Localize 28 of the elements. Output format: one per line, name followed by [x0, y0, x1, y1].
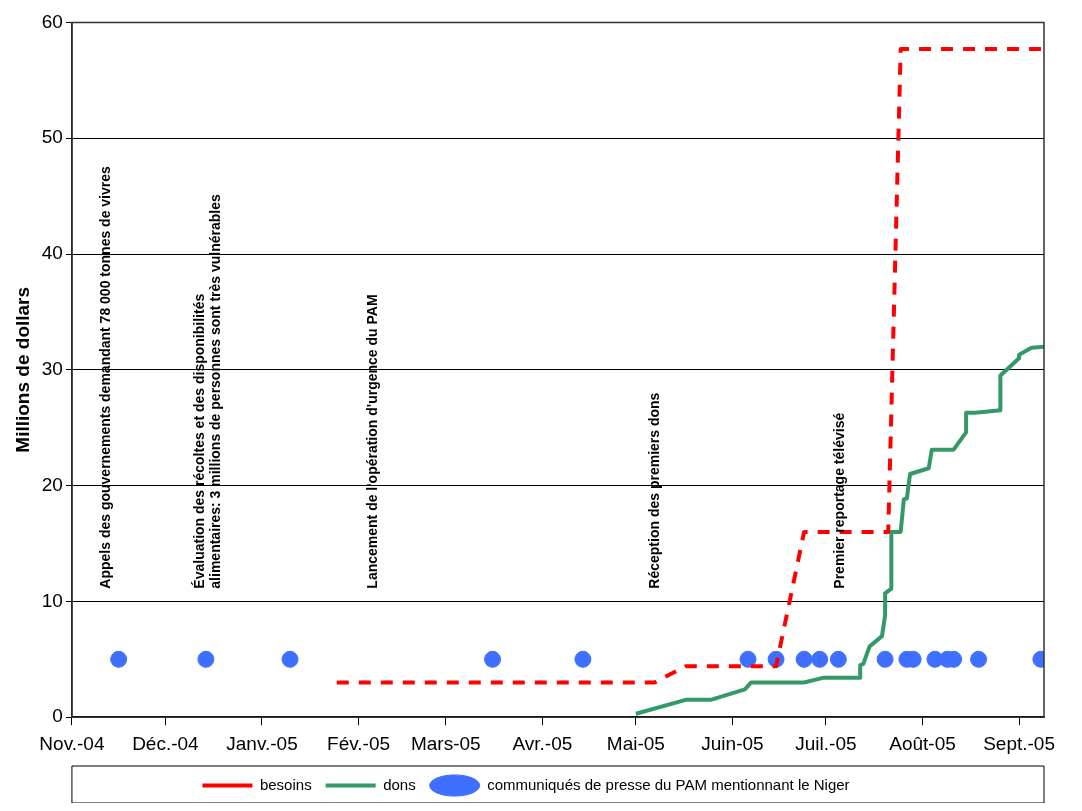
y-tick-label: 30 — [41, 358, 63, 380]
line-series — [334, 47, 1044, 685]
x-tick-label: Déc.-04 — [132, 732, 200, 754]
x-tick-label: Fév.-05 — [327, 732, 391, 754]
x-tick-label: Mars-05 — [410, 732, 481, 754]
y-axis-title: Millions de dollars — [11, 286, 33, 453]
y-tick-label: 60 — [41, 10, 63, 32]
y-tick-label: 0 — [52, 705, 63, 727]
annotation: Évaluation des récoltes et des disponibilités alimentaires: 3 millions de personnes sont très vulnérables — [190, 193, 223, 589]
x-tick-label: Sept.-05 — [983, 732, 1055, 754]
legend-label: communiqués de presse du PAM mentionnant le Niger — [487, 775, 850, 793]
annotation: Réception des premiers dons — [646, 392, 663, 589]
x-tick-label: Janv.-05 — [226, 732, 298, 754]
x-tick-label: Juin-05 — [701, 732, 764, 754]
x-tick-label: Août-05 — [889, 732, 956, 754]
x-tick-label: Nov.-04 — [39, 732, 105, 754]
annotation: Lancement de l'opération d'urgence du PAM — [364, 294, 381, 589]
y-tick-label: 40 — [41, 242, 63, 264]
y-tick-label: 50 — [41, 126, 63, 148]
annotation: Premier reportage télévisé — [830, 412, 847, 589]
annotation: Appels des gouvernements demandant 78 000 tonnes de vivres — [96, 165, 113, 589]
y-tick-label: 20 — [41, 473, 63, 495]
x-tick-label: Avr.-05 — [512, 732, 573, 754]
legend-label: besoins — [259, 775, 312, 793]
y-tick-label: 10 — [41, 589, 63, 611]
legend-label: dons — [383, 775, 416, 793]
x-tick-label: Mai-05 — [606, 732, 665, 754]
x-tick-label: Juil.-05 — [795, 732, 857, 754]
